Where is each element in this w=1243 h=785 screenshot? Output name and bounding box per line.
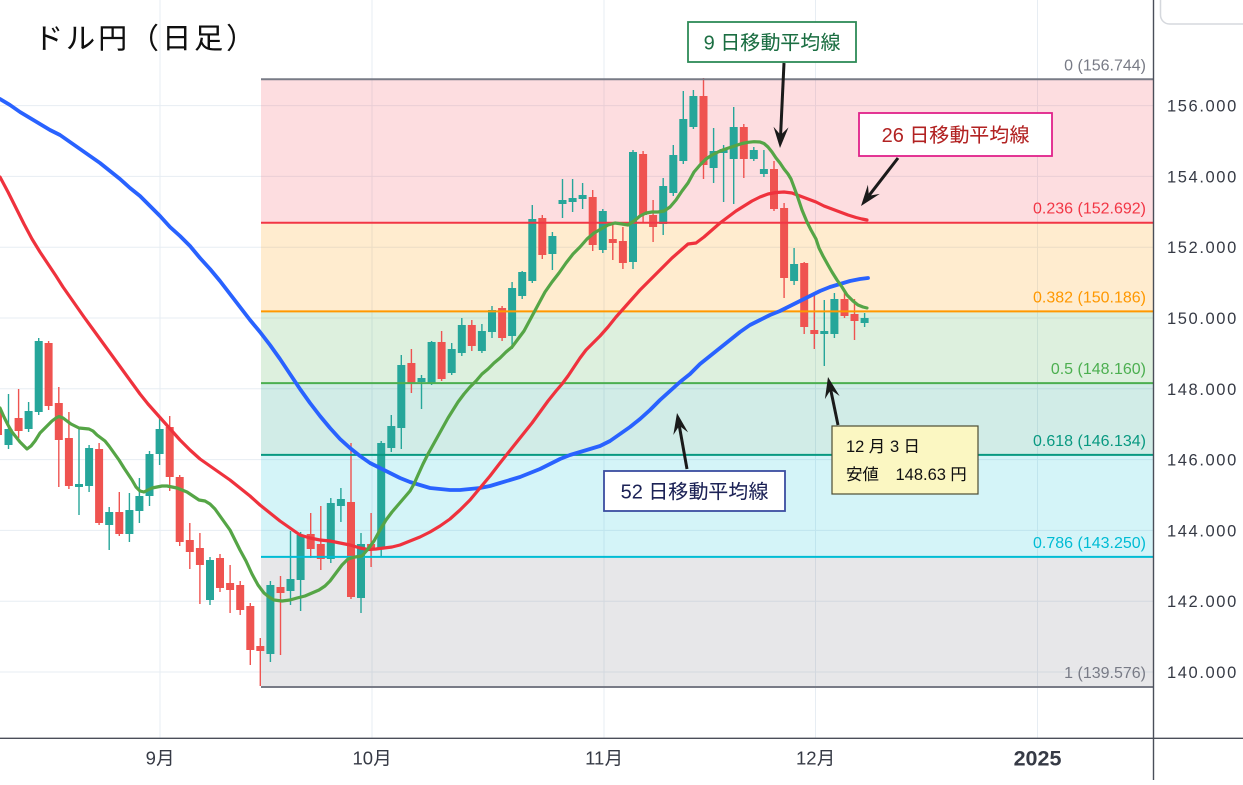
svg-text:154.000: 154.000 xyxy=(1167,168,1238,186)
svg-text:10月: 10月 xyxy=(352,745,391,771)
svg-text:0.618 (146.134): 0.618 (146.134) xyxy=(1033,433,1146,450)
svg-text:2025: 2025 xyxy=(1014,747,1062,771)
svg-text:140.000: 140.000 xyxy=(1167,664,1238,682)
svg-text:142.000: 142.000 xyxy=(1167,593,1238,611)
svg-text:9 日移動平均線: 9 日移動平均線 xyxy=(704,27,841,56)
svg-text:安値 148.63 円: 安値 148.63 円 xyxy=(846,461,967,485)
svg-text:0.5 (148.160): 0.5 (148.160) xyxy=(1051,361,1146,378)
svg-text:1 (139.576): 1 (139.576) xyxy=(1064,665,1146,682)
svg-text:11月: 11月 xyxy=(585,745,623,771)
svg-text:0.382 (150.186): 0.382 (150.186) xyxy=(1033,289,1146,306)
svg-text:0 (156.744): 0 (156.744) xyxy=(1064,57,1146,74)
svg-text:0.236 (152.692): 0.236 (152.692) xyxy=(1033,201,1146,218)
svg-text:148.000: 148.000 xyxy=(1167,381,1238,399)
svg-text:146.000: 146.000 xyxy=(1167,452,1238,470)
svg-text:152.000: 152.000 xyxy=(1167,239,1238,257)
svg-text:150.000: 150.000 xyxy=(1167,310,1238,328)
svg-text:52 日移動平均線: 52 日移動平均線 xyxy=(621,476,769,505)
svg-text:12月: 12月 xyxy=(796,745,835,771)
svg-text:9月: 9月 xyxy=(146,745,175,771)
svg-text:ドル円（日足）: ドル円（日足） xyxy=(34,16,258,58)
svg-text:0.786 (143.250): 0.786 (143.250) xyxy=(1033,535,1146,552)
svg-text:26 日移動平均線: 26 日移動平均線 xyxy=(882,119,1030,148)
svg-text:12 月 3 日: 12 月 3 日 xyxy=(846,433,920,457)
svg-text:144.000: 144.000 xyxy=(1167,522,1238,540)
svg-text:156.000: 156.000 xyxy=(1167,98,1238,116)
